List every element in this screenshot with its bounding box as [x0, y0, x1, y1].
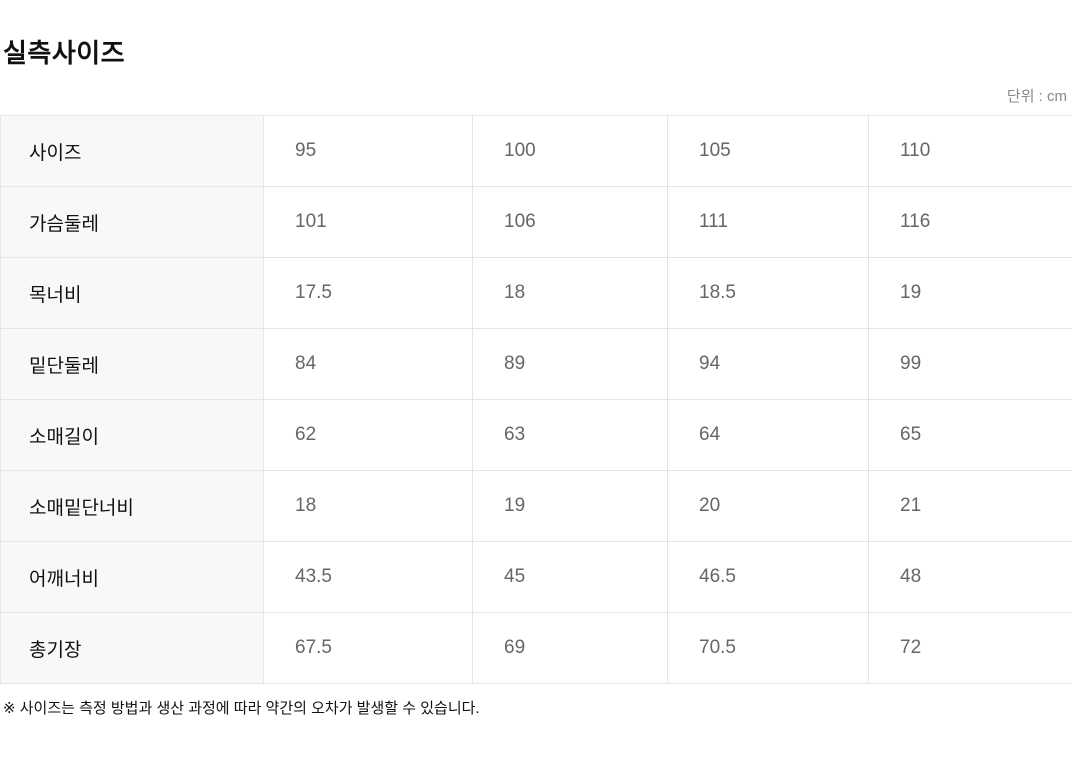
size-footnote: ※ 사이즈는 측정 방법과 생산 과정에 따라 약간의 오차가 발생할 수 있습…: [3, 700, 480, 717]
value-cell: 63: [472, 399, 668, 471]
value-cell: 18: [263, 470, 473, 542]
value-cell: 70.5: [667, 612, 869, 684]
value-cell: 106: [472, 186, 668, 258]
value-cell: 89: [472, 328, 668, 400]
value-cell: 105: [667, 115, 869, 187]
row-label-cell: 총기장: [0, 612, 264, 684]
value-cell: 94: [667, 328, 869, 400]
value-cell: 99: [868, 328, 1072, 400]
size-table-row: 소매길이 62 63 64 65: [0, 399, 1072, 471]
value-cell: 43.5: [263, 541, 473, 613]
value-cell: 64: [667, 399, 869, 471]
size-table-row: 밑단둘레 84 89 94 99: [0, 328, 1072, 400]
value-cell: 62: [263, 399, 473, 471]
value-cell: 18.5: [667, 257, 869, 329]
row-label-cell: 어깨너비: [0, 541, 264, 613]
value-cell: 67.5: [263, 612, 473, 684]
value-cell: 101: [263, 186, 473, 258]
size-table-row: 소매밑단너비 18 19 20 21: [0, 470, 1072, 542]
value-cell: 17.5: [263, 257, 473, 329]
row-label-cell: 소매밑단너비: [0, 470, 264, 542]
value-cell: 19: [868, 257, 1072, 329]
value-cell: 48: [868, 541, 1072, 613]
value-cell: 21: [868, 470, 1072, 542]
value-cell: 20: [667, 470, 869, 542]
size-table-body: 사이즈 95 100 105 110 가슴둘레 101 106 111 116 …: [0, 115, 1072, 684]
value-cell: 84: [263, 328, 473, 400]
value-cell: 45: [472, 541, 668, 613]
row-label-cell: 가슴둘레: [0, 186, 264, 258]
page-title: 실측사이즈: [3, 38, 126, 68]
value-cell: 72: [868, 612, 1072, 684]
value-cell: 18: [472, 257, 668, 329]
size-info-section: 실측사이즈 단위 : cm 사이즈 95 100 105 110 가슴둘레 10…: [0, 38, 1072, 717]
unit-label: 단위 : cm: [1006, 88, 1067, 105]
size-table-row: 어깨너비 43.5 45 46.5 48: [0, 541, 1072, 613]
value-cell: 111: [667, 186, 869, 258]
value-cell: 95: [263, 115, 473, 187]
row-label-cell: 밑단둘레: [0, 328, 264, 400]
value-cell: 46.5: [667, 541, 869, 613]
value-cell: 116: [868, 186, 1072, 258]
row-label-cell: 소매길이: [0, 399, 264, 471]
value-cell: 110: [868, 115, 1072, 187]
value-cell: 100: [472, 115, 668, 187]
row-label-cell: 목너비: [0, 257, 264, 329]
size-table-row: 목너비 17.5 18 18.5 19: [0, 257, 1072, 329]
size-table-row: 가슴둘레 101 106 111 116: [0, 186, 1072, 258]
value-cell: 65: [868, 399, 1072, 471]
size-table: 사이즈 95 100 105 110 가슴둘레 101 106 111 116 …: [0, 115, 1072, 684]
size-table-row: 총기장 67.5 69 70.5 72: [0, 612, 1072, 684]
value-cell: 19: [472, 470, 668, 542]
size-table-row: 사이즈 95 100 105 110: [0, 115, 1072, 187]
value-cell: 69: [472, 612, 668, 684]
row-label-cell: 사이즈: [0, 115, 264, 187]
